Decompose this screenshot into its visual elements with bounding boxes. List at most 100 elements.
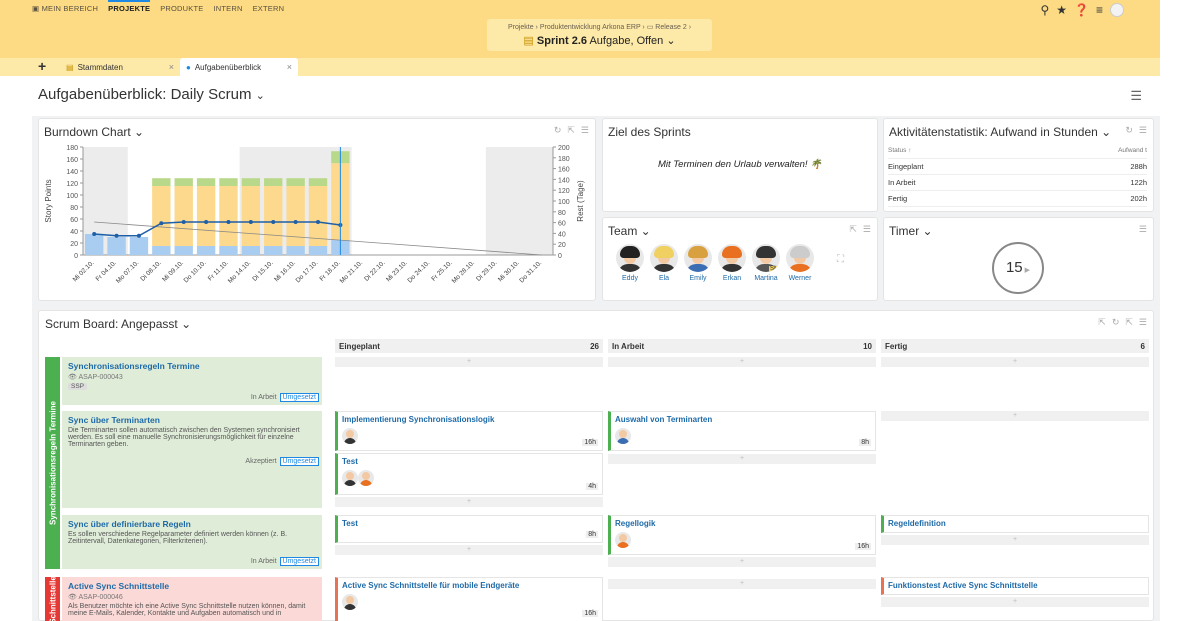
story-title[interactable]: Sync über definierbare Regeln	[68, 519, 191, 529]
task-hours: 16h	[582, 439, 598, 446]
tab-stammdaten[interactable]: ▤ Stammdaten ×	[60, 58, 180, 76]
x-tick-label: Di 08.10.	[139, 259, 162, 282]
card-icons: ↻ ⇱ ☰	[554, 125, 589, 136]
column-header-in-arbeit: In Arbeit 10	[608, 339, 876, 353]
nav-produkte[interactable]: PRODUKTE	[160, 4, 204, 13]
help-icon[interactable]: ❓	[1074, 3, 1089, 17]
info-icon: ●	[186, 62, 191, 72]
add-tab-button[interactable]: +	[38, 58, 47, 74]
task-title[interactable]: Test	[342, 457, 358, 466]
story-title[interactable]: Sync über Terminarten	[68, 415, 160, 425]
refresh-icon[interactable]: ↻	[1111, 317, 1120, 327]
story-description: Es sollen verschiedene Regelparameter de…	[68, 531, 288, 545]
settings-icon[interactable]: ☰	[1138, 224, 1147, 234]
sprint-selector[interactable]: ▤ Sprint 2.6 Aufgabe, Offen ⌄	[487, 34, 712, 47]
add-task-button[interactable]: +	[335, 357, 603, 367]
timer-title[interactable]: Timer ⌄	[889, 224, 933, 238]
export-icon[interactable]: ⇱	[1098, 317, 1106, 327]
team-member[interactable]: Werner	[785, 244, 815, 282]
burndown-title[interactable]: Burndown Chart ⌄	[44, 125, 145, 139]
task-title[interactable]: Test	[342, 519, 358, 528]
nav-mein-bereich[interactable]: ▣ MEIN BEREICH	[32, 4, 99, 13]
task-card[interactable]: Auswahl von Terminarten 8h	[608, 411, 876, 451]
play-icon: ▶	[1024, 267, 1031, 274]
member-name: Emily	[689, 275, 707, 282]
avatar	[786, 244, 814, 272]
col-status[interactable]: Status ↑	[888, 147, 912, 154]
col-aufwand[interactable]: Aufwand t	[1118, 147, 1147, 154]
star-icon[interactable]: ★	[1056, 3, 1068, 17]
team-member[interactable]: SM Martina	[751, 244, 781, 282]
expand-icon[interactable]: ⛶	[837, 254, 844, 265]
swimlane-synchronisationsregeln[interactable]: Synchronisationsregeln Termine	[45, 357, 60, 569]
close-icon[interactable]: ×	[286, 62, 292, 72]
task-card[interactable]: Funktionstest Active Sync Schnittstelle	[881, 577, 1149, 595]
status-badge[interactable]: Umgesetzt	[279, 557, 319, 566]
swimlane-schnittstelle[interactable]: Schnittstelle	[45, 576, 60, 621]
team-member[interactable]: Erkan	[717, 244, 747, 282]
user-avatar[interactable]	[1110, 3, 1124, 17]
task-card[interactable]: Test 8h	[335, 515, 603, 543]
task-title[interactable]: Implementierung Synchronisationslogik	[342, 415, 495, 424]
menu-icon[interactable]: ≡	[1095, 3, 1103, 17]
tab-aufgabenueberblick[interactable]: ● Aufgabenüberblick ×	[180, 58, 298, 76]
settings-icon[interactable]: ☰	[862, 224, 871, 234]
add-task-button[interactable]: +	[881, 411, 1149, 421]
nav-extern[interactable]: EXTERN	[252, 4, 285, 13]
card-title: Aktivitätenstatistik: Aufwand in Stunden	[889, 125, 1098, 139]
task-card[interactable]: Regeldefinition	[881, 515, 1149, 533]
settings-icon[interactable]: ☰	[1138, 317, 1147, 327]
add-task-button[interactable]: +	[608, 357, 876, 367]
story-card[interactable]: Sync über definierbare Regeln Es sollen …	[62, 515, 322, 569]
nav-intern[interactable]: INTERN	[213, 4, 243, 13]
stats-title[interactable]: Aktivitätenstatistik: Aufwand in Stunden…	[889, 125, 1112, 139]
team-member[interactable]: Emily	[683, 244, 713, 282]
story-card[interactable]: Sync über Terminarten Die Terminarten so…	[62, 411, 322, 508]
refresh-icon[interactable]: ↻	[553, 125, 562, 135]
task-card[interactable]: Implementierung Synchronisationslogik 16…	[335, 411, 603, 451]
add-task-button[interactable]: +	[881, 535, 1149, 545]
task-title[interactable]: Auswahl von Terminarten	[615, 415, 713, 424]
close-icon[interactable]: ×	[168, 62, 174, 72]
y-tick-label: 120	[66, 181, 78, 188]
story-title[interactable]: Synchronisationsregeln Termine	[68, 361, 200, 371]
add-task-button[interactable]: +	[608, 579, 876, 589]
task-title[interactable]: Active Sync Schnittstelle für mobile End…	[342, 581, 520, 590]
page-title[interactable]: Aufgabenüberblick: Daily Scrum ⌄	[38, 86, 265, 103]
nav-projekte[interactable]: PROJEKTE	[108, 0, 151, 13]
add-task-button[interactable]: +	[335, 545, 603, 555]
timer-display[interactable]: 15 ▶	[992, 242, 1044, 294]
task-title[interactable]: Regeldefinition	[888, 519, 946, 528]
settings-icon[interactable]: ☰	[580, 125, 589, 135]
status-badge[interactable]: Umgesetzt	[279, 457, 319, 466]
team-member[interactable]: Ela	[649, 244, 679, 282]
task-title[interactable]: Funktionstest Active Sync Schnittstelle	[888, 581, 1038, 590]
task-card[interactable]: Active Sync Schnittstelle für mobile End…	[335, 577, 603, 621]
refresh-icon[interactable]: ↻	[1125, 125, 1133, 135]
status-badge[interactable]: Umgesetzt	[279, 393, 319, 402]
x-tick-label: Mo 28.10.	[451, 259, 477, 285]
external-link-icon[interactable]: ⇱	[1125, 317, 1133, 327]
board-title[interactable]: Scrum Board: Angepasst ⌄	[45, 317, 192, 331]
bar-segment	[219, 246, 238, 255]
search-icon[interactable]: ⚲	[1040, 3, 1050, 17]
add-task-button[interactable]: +	[608, 557, 876, 567]
settings-sliders-icon[interactable]: ☰	[1130, 88, 1142, 103]
task-title[interactable]: Regellogik	[615, 519, 656, 528]
add-task-button[interactable]: +	[881, 597, 1149, 607]
add-task-button[interactable]: +	[608, 454, 876, 464]
breadcrumb[interactable]: Projekte › Produktentwicklung Arkona ERP…	[507, 24, 692, 31]
story-card[interactable]: Active Sync Schnittstelle 👁 ASAP-000046 …	[62, 577, 322, 621]
task-card[interactable]: Regellogik 16h	[608, 515, 876, 555]
task-card[interactable]: Test 4h	[335, 453, 603, 495]
story-card[interactable]: Synchronisationsregeln Termine 👁 ASAP-00…	[62, 357, 322, 405]
story-title[interactable]: Active Sync Schnittstelle	[68, 581, 170, 591]
add-task-button[interactable]: +	[335, 497, 603, 507]
export-icon[interactable]: ⇱	[567, 125, 575, 135]
settings-icon[interactable]: ☰	[1138, 125, 1147, 135]
add-task-button[interactable]: +	[881, 357, 1149, 367]
folder-icon: ▤	[66, 62, 74, 72]
external-link-icon[interactable]: ⇱	[849, 224, 857, 234]
team-title[interactable]: Team ⌄	[608, 224, 651, 238]
team-member[interactable]: Eddy	[615, 244, 645, 282]
